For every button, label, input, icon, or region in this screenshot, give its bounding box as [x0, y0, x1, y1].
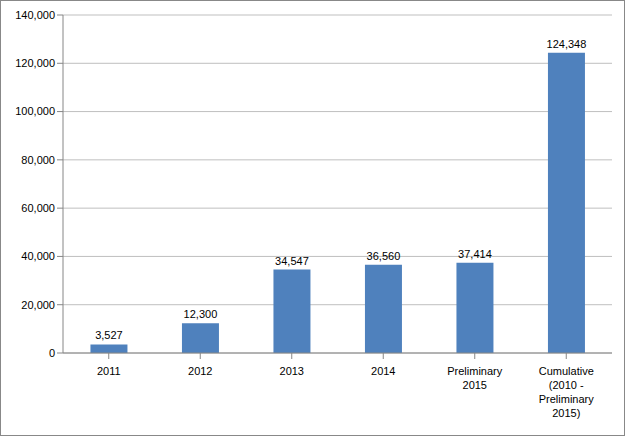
svg-text:140,000: 140,000 [15, 9, 55, 21]
svg-text:Preliminary2015: Preliminary2015 [447, 365, 503, 391]
svg-text:40,000: 40,000 [21, 250, 55, 262]
svg-text:2014: 2014 [371, 365, 395, 377]
svg-text:124,348: 124,348 [547, 38, 587, 50]
svg-text:3,527: 3,527 [95, 329, 123, 341]
svg-text:Cumulative(2010 -Preliminary20: Cumulative(2010 -Preliminary2015) [539, 365, 595, 419]
svg-text:120,000: 120,000 [15, 57, 55, 69]
svg-text:2012: 2012 [188, 365, 212, 377]
svg-text:2011: 2011 [97, 365, 121, 377]
svg-text:20,000: 20,000 [21, 299, 55, 311]
svg-text:34,547: 34,547 [275, 255, 309, 267]
svg-text:0: 0 [49, 347, 55, 359]
svg-text:60,000: 60,000 [21, 202, 55, 214]
svg-text:36,560: 36,560 [367, 250, 401, 262]
svg-text:12,300: 12,300 [184, 308, 218, 320]
svg-text:100,000: 100,000 [15, 105, 55, 117]
svg-text:2013: 2013 [280, 365, 304, 377]
svg-text:80,000: 80,000 [21, 154, 55, 166]
svg-text:37,414: 37,414 [458, 248, 492, 260]
